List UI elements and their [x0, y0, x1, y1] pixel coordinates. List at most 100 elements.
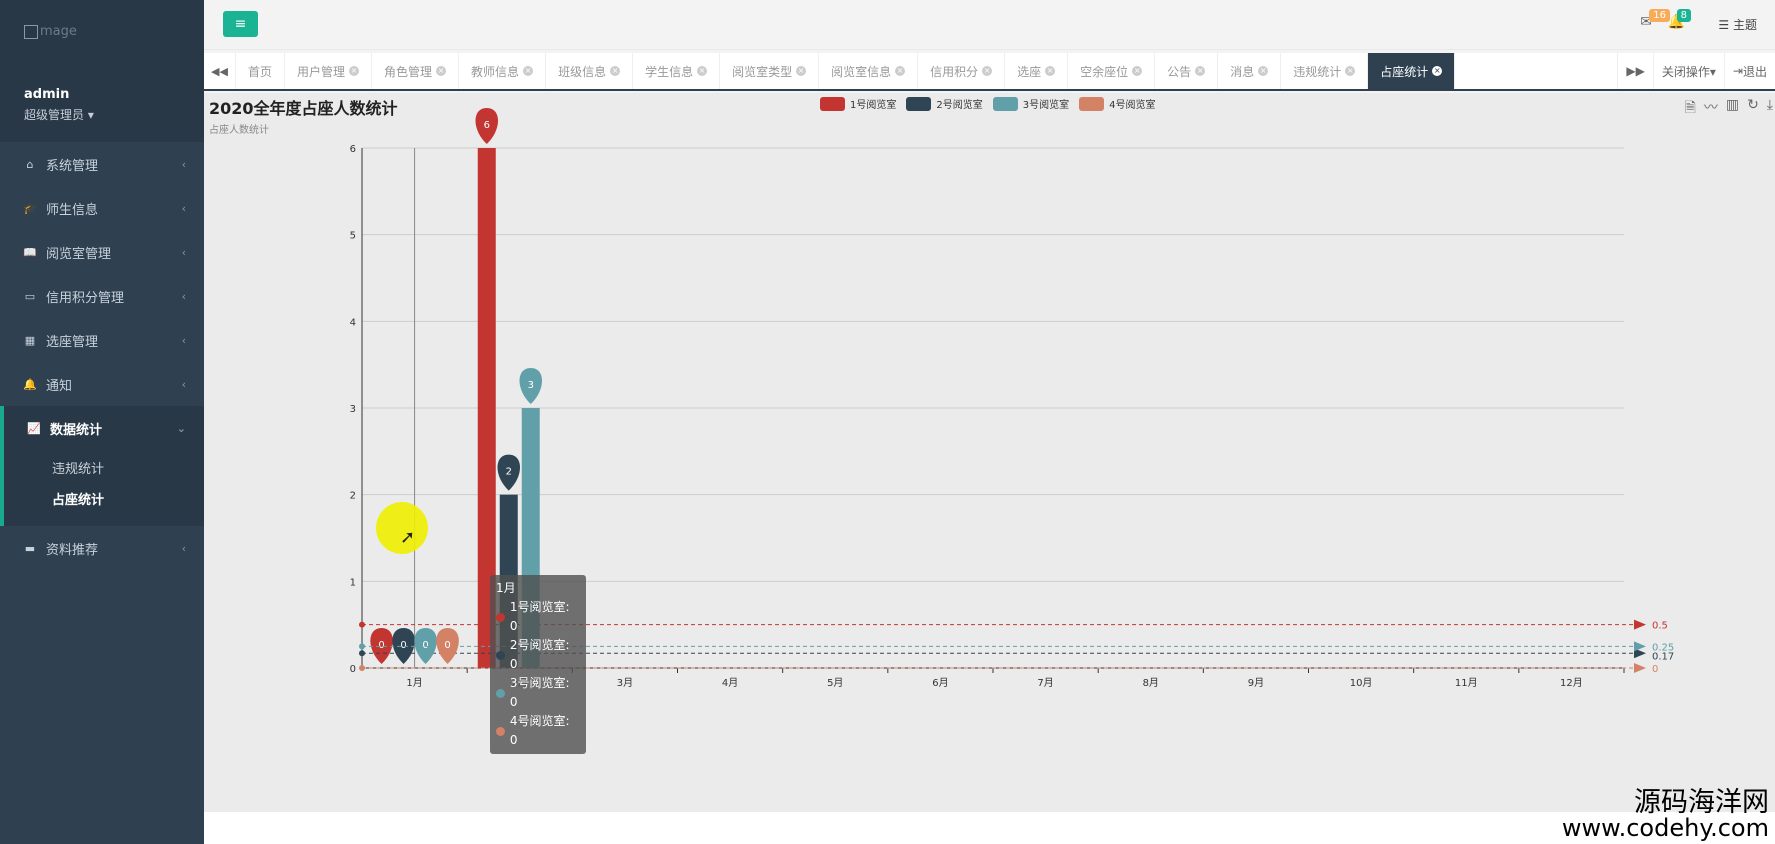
tooltip-dot: [496, 612, 505, 622]
sidebar-item-7[interactable]: ▬ 资料推荐 ‹: [0, 526, 204, 570]
graduation-cap-icon: 🎓: [23, 201, 37, 215]
tab-label: 选座: [1017, 64, 1042, 79]
close-icon[interactable]: ×: [1195, 66, 1206, 76]
sidebar-item-5[interactable]: 🔔 通知 ‹: [0, 362, 204, 406]
chart-legend: 1号阅览室 2号阅览室 3号阅览室 4号阅览室: [820, 96, 1156, 111]
sidebar-item-4[interactable]: ▦ 选座管理 ‹: [0, 318, 204, 362]
close-icon[interactable]: ×: [1045, 66, 1056, 76]
tooltip-value: 4号阅览室: 0: [509, 714, 570, 747]
book-open-icon: ▬: [24, 541, 36, 555]
tab-3[interactable]: 教师信息 ×: [459, 53, 547, 89]
sidebar-item-1[interactable]: 🎓 师生信息 ‹: [0, 186, 204, 230]
theme-button[interactable]: ☰ 主题: [1718, 16, 1757, 33]
close-icon[interactable]: ×: [1432, 66, 1443, 76]
close-icon[interactable]: ×: [697, 66, 708, 76]
sidebar-item-3[interactable]: ▭ 信用积分管理 ‹: [0, 274, 204, 318]
x-tick-label: 10月: [1350, 677, 1373, 689]
legend-item[interactable]: 2号阅览室: [906, 96, 983, 111]
average-line-start: [359, 621, 365, 628]
tab-6[interactable]: 阅览室类型 ×: [720, 53, 820, 89]
mail-icon[interactable]: ✉ 16: [1640, 9, 1670, 30]
line-chart-icon[interactable]: 〰: [1703, 100, 1718, 116]
close-icon[interactable]: ×: [796, 66, 807, 76]
chevron-left-icon: ‹: [181, 289, 186, 303]
chart-tooltip: 1月 1号阅览室: 0 2号阅览室: 0 3号阅览室: 0 4号阅览室: 0: [490, 575, 586, 754]
close-icon[interactable]: ×: [349, 66, 360, 76]
legend-swatch: [820, 96, 845, 111]
sidebar-item-2[interactable]: 📖 阅览室管理 ‹: [0, 230, 204, 274]
close-icon[interactable]: ×: [895, 66, 906, 76]
average-line-arrow: [1634, 663, 1646, 673]
menu-toggle-button[interactable]: ≡: [223, 11, 258, 37]
x-tick-label: 11月: [1455, 677, 1478, 689]
average-line-arrow: [1634, 648, 1646, 659]
sidebar-item-label: 师生信息: [46, 202, 99, 218]
tab-0[interactable]: 首页: [236, 53, 286, 89]
sidebar-item-6[interactable]: 📈 数据统计 ⌄: [0, 406, 204, 450]
sidebar-item-label: 阅览室管理: [46, 246, 112, 262]
close-icon[interactable]: ×: [1345, 66, 1356, 76]
pin-value-label: 0: [444, 640, 450, 651]
download-icon[interactable]: ⤓: [1766, 97, 1773, 113]
close-icon[interactable]: ×: [610, 66, 621, 76]
watermark-title: 源码海洋网: [1634, 787, 1769, 818]
y-tick-label: 1: [350, 577, 356, 588]
tab-1[interactable]: 用户管理 ×: [285, 53, 373, 89]
average-line-arrow: [1634, 619, 1646, 630]
tab-5[interactable]: 学生信息 ×: [633, 53, 721, 89]
tab-9[interactable]: 选座 ×: [1005, 53, 1069, 89]
legend-item[interactable]: 1号阅览室: [820, 96, 896, 111]
y-tick-label: 6: [350, 144, 356, 155]
tab-actions: ▶▶ 关闭操作▾ ⇥ 退出: [1617, 53, 1775, 89]
tab-11[interactable]: 公告 ×: [1155, 53, 1219, 89]
tab-8[interactable]: 信用积分 ×: [918, 53, 1006, 89]
bar-chart-icon[interactable]: ▥: [1725, 97, 1740, 113]
max-point-pin: [519, 368, 542, 404]
tab-4[interactable]: 班级信息 ×: [546, 53, 634, 89]
close-icon[interactable]: ×: [436, 66, 447, 76]
tab-label: 信用积分: [930, 64, 979, 79]
x-tick-label: 6月: [932, 677, 948, 689]
data-view-icon[interactable]: 🗎: [1684, 100, 1696, 116]
user-role-dropdown[interactable]: 超级管理员 ▾: [24, 108, 94, 122]
refresh-icon[interactable]: ↻: [1747, 97, 1759, 113]
tabs-scroll-left-button[interactable]: ◀◀: [204, 53, 236, 89]
tab-bar: ◀◀ 首页 用户管理 × 角色管理 × 教师信息 × 班级信息 × 学生信息 × 阅览室类型 × 阅览室信…: [204, 53, 1775, 91]
close-operations-dropdown[interactable]: 关闭操作▾: [1652, 53, 1724, 89]
sidebar-item-0[interactable]: ⌂ 系统管理 ‹: [0, 142, 204, 186]
x-tick-label: 3月: [617, 677, 633, 689]
top-bar: ≡ ✉ 16 🔔 8 ☰ 主题: [204, 0, 1775, 50]
legend-item[interactable]: 4号阅览室: [1079, 96, 1156, 111]
tab-label: 首页: [248, 64, 273, 79]
submenu-item-0[interactable]: 违规统计: [52, 462, 105, 477]
tooltip-rows: 1号阅览室: 0 2号阅览室: 0 3号阅览室: 0 4号阅览室: 0: [496, 598, 580, 750]
tabs-scroll-right-button[interactable]: ▶▶: [1617, 53, 1652, 89]
logout-button[interactable]: ⇥ 退出: [1723, 53, 1775, 89]
close-icon[interactable]: ×: [1258, 66, 1269, 76]
tab-7[interactable]: 阅览室信息 ×: [819, 53, 919, 89]
chevron-left-icon: ‹: [181, 201, 186, 215]
close-icon[interactable]: ×: [523, 66, 534, 76]
submenu-item-1[interactable]: 占座统计: [52, 493, 105, 508]
tab-2[interactable]: 角色管理 ×: [372, 53, 460, 89]
tab-10[interactable]: 空余座位 ×: [1068, 53, 1156, 89]
tab-14[interactable]: 占座统计 ×: [1368, 53, 1456, 89]
username[interactable]: admin: [24, 87, 70, 102]
sidebar: mage admin 超级管理员 ▾ ⌂ 系统管理 ‹ 🎓 师生信息 ‹ 📖 阅览室管理 ‹ ▭ 信…: [0, 0, 204, 844]
legend-swatch: [906, 96, 932, 111]
tab-13[interactable]: 违规统计 ×: [1281, 53, 1369, 89]
legend-item[interactable]: 3号阅览室: [992, 96, 1069, 111]
tooltip-value: 1号阅览室: 0: [509, 600, 570, 633]
logo-text: mage: [40, 24, 77, 39]
tooltip-row: 2号阅览室: 0: [496, 636, 580, 674]
tab-12[interactable]: 消息 ×: [1218, 53, 1282, 89]
y-tick-label: 4: [350, 317, 356, 328]
average-line-start: [359, 665, 365, 671]
chart-title: 2020全年度占座人数统计: [209, 99, 398, 118]
close-icon[interactable]: ×: [982, 66, 993, 76]
tab-label: 空余座位: [1080, 64, 1129, 79]
average-line-start: [359, 643, 365, 650]
bell-icon[interactable]: 🔔 8: [1668, 9, 1691, 30]
content-area: 01234561月2月3月4月5月6月7月8月9月10月11月12月060203…: [204, 93, 1775, 812]
close-icon[interactable]: ×: [1132, 66, 1143, 76]
